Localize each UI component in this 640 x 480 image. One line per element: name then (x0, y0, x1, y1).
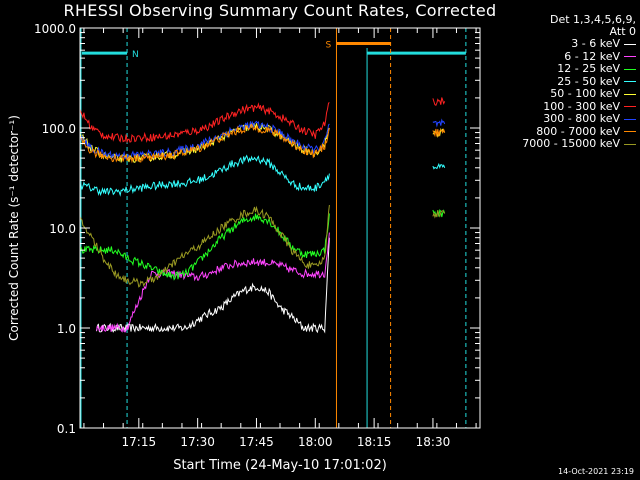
y-tick-label: 1000.0 (34, 22, 76, 36)
legend-header-1: Det 1,3,4,5,6,9, (549, 13, 636, 26)
legend-label: 3 - 6 keV (571, 37, 620, 50)
series-12-25-kev (79, 209, 446, 281)
series-line (79, 122, 330, 163)
series-7000-15000-kev (79, 204, 446, 288)
legend-label: 300 - 800 keV (543, 112, 620, 125)
legend-swatch (624, 93, 636, 95)
series-line (432, 118, 446, 128)
series-3-6-kev (96, 237, 330, 334)
series-25-50-kev (79, 154, 446, 197)
legend: Det 1,3,4,5,6,9, Att 0 3 - 6 keV 6 - 12 k… (484, 14, 636, 151)
legend-entry: 6 - 12 keV (484, 49, 636, 64)
series-100-300-kev (79, 97, 446, 144)
legend-swatch (624, 118, 636, 120)
series-line (96, 232, 330, 333)
legend-label: 7000 - 15000 keV (522, 137, 620, 150)
y-axis: 0.1 1.0 10.0 100.0 1000.0 (34, 22, 480, 436)
series-800-7000-kev (79, 123, 446, 164)
legend-entry: 7000 - 15000 keV (484, 137, 636, 151)
y-tick-label: 100.0 (42, 122, 76, 136)
night-markers: N (80, 28, 467, 428)
x-axis-label: Start Time (24-May-10 17:01:02) (173, 458, 387, 473)
series-layer (79, 97, 446, 334)
series-line (79, 154, 330, 197)
legend-label: 800 - 7000 keV (536, 124, 620, 138)
series-line (432, 128, 446, 138)
series-line (79, 123, 330, 164)
legend-label: 25 - 50 keV (557, 74, 620, 88)
legend-swatch (624, 131, 636, 133)
series-line (79, 213, 330, 281)
legend-swatch (624, 68, 636, 70)
y-tick-label: 0.1 (57, 422, 76, 436)
legend-entries: 3 - 6 keV 6 - 12 keV 12 - 25 keV 25 - 50 ke… (484, 37, 636, 151)
legend-label: 6 - 12 keV (564, 49, 620, 63)
legend-entry: 100 - 300 keV (484, 99, 636, 114)
x-tick-label: 18:30 (416, 435, 451, 449)
legend-entry: 3 - 6 keV (484, 37, 636, 51)
series-line (432, 209, 446, 218)
legend-swatch (624, 81, 636, 83)
legend-swatch (624, 106, 636, 108)
legend-entry: 800 - 7000 keV (484, 124, 636, 139)
x-tick-label: 18:00 (298, 435, 333, 449)
x-tick-label: 17:15 (122, 435, 157, 449)
series-line (96, 237, 330, 334)
saa-label: S (325, 40, 331, 50)
y-axis-label: Corrected Count Rate (s⁻¹ detector⁻¹) (7, 115, 21, 341)
x-tick-label: 17:30 (180, 435, 215, 449)
series-line (432, 210, 446, 219)
series-line (432, 97, 446, 107)
legend-label: 50 - 100 keV (550, 87, 620, 100)
legend-entry: 300 - 800 keV (484, 112, 636, 126)
series-line (79, 102, 330, 144)
x-tick-label: 18:15 (357, 435, 392, 449)
series-6-12-kev (96, 232, 330, 333)
legend-swatch (624, 56, 636, 58)
legend-entry: 25 - 50 keV (484, 74, 636, 89)
saa-markers: S (325, 28, 392, 428)
x-tick-label: 17:45 (239, 435, 274, 449)
plot-frame (79, 27, 481, 429)
legend-header-2: Att 0 (609, 25, 636, 38)
x-axis: 17:15 17:30 17:45 18:00 18:15 18:30 (83, 28, 477, 449)
legend-swatch (624, 43, 636, 45)
legend-swatch (624, 143, 636, 145)
legend-label: 100 - 300 keV (543, 99, 620, 113)
chart-title: RHESSI Observing Summary Count Rates, Co… (63, 1, 497, 20)
timestamp: 14-Oct-2021 23:19 (558, 467, 634, 476)
night-label: N (132, 50, 139, 60)
y-tick-label: 1.0 (57, 322, 76, 336)
legend-entry: 50 - 100 keV (484, 87, 636, 101)
series-line (432, 162, 446, 170)
legend-label: 12 - 25 keV (557, 62, 620, 75)
series-line (79, 204, 330, 288)
y-tick-label: 10.0 (49, 222, 76, 236)
legend-entry: 12 - 25 keV (484, 62, 636, 76)
